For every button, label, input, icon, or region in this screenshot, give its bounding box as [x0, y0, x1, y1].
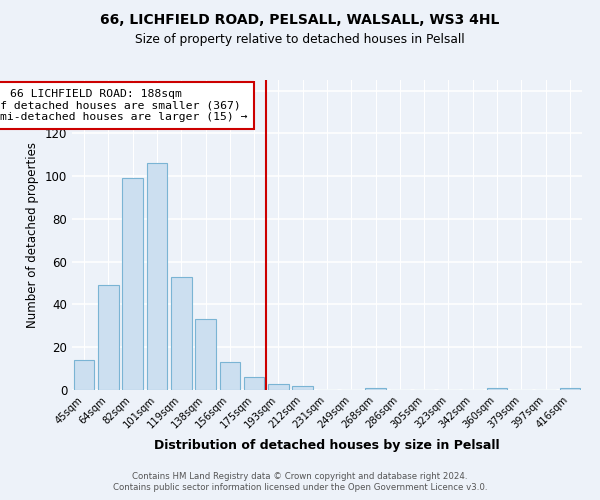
- Bar: [220, 362, 240, 390]
- Bar: [365, 388, 386, 390]
- Bar: [560, 388, 580, 390]
- Bar: [98, 285, 119, 390]
- Text: 66, LICHFIELD ROAD, PELSALL, WALSALL, WS3 4HL: 66, LICHFIELD ROAD, PELSALL, WALSALL, WS…: [100, 12, 500, 26]
- Bar: [171, 276, 191, 390]
- Bar: [195, 320, 216, 390]
- Text: Contains HM Land Registry data © Crown copyright and database right 2024.: Contains HM Land Registry data © Crown c…: [132, 472, 468, 481]
- Bar: [74, 360, 94, 390]
- Bar: [146, 164, 167, 390]
- Bar: [244, 377, 265, 390]
- X-axis label: Distribution of detached houses by size in Pelsall: Distribution of detached houses by size …: [154, 439, 500, 452]
- Bar: [487, 388, 508, 390]
- Text: Contains public sector information licensed under the Open Government Licence v3: Contains public sector information licen…: [113, 484, 487, 492]
- Text: 66 LICHFIELD ROAD: 188sqm
← 96% of detached houses are smaller (367)
4% of semi-: 66 LICHFIELD ROAD: 188sqm ← 96% of detac…: [0, 88, 248, 122]
- Text: Size of property relative to detached houses in Pelsall: Size of property relative to detached ho…: [135, 32, 465, 46]
- Bar: [292, 386, 313, 390]
- Bar: [122, 178, 143, 390]
- Y-axis label: Number of detached properties: Number of detached properties: [26, 142, 39, 328]
- Bar: [268, 384, 289, 390]
